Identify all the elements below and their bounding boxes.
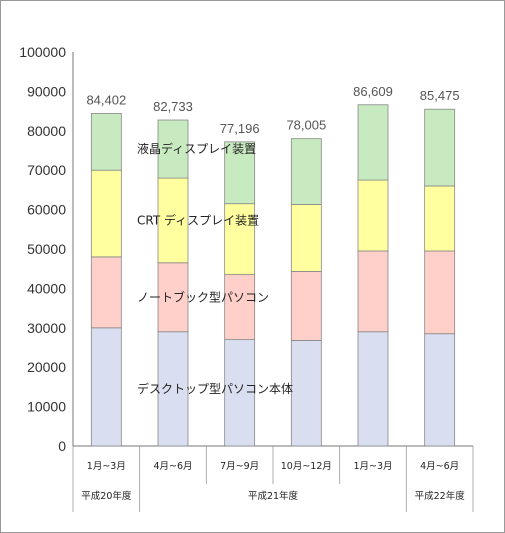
bar-segment [90,169,122,258]
bar-segment [90,256,122,329]
category-label: 7月~9月 [220,461,259,472]
category-label: 4月~6月 [420,461,459,472]
y-tick-label: 100000 [19,44,66,60]
y-tick-label: 30000 [27,320,66,336]
bar-segment [290,138,322,205]
y-tick-label: 50000 [27,241,66,257]
bar-segment [90,113,122,171]
category-label: 4月~6月 [153,461,192,472]
total-label: 86,609 [353,84,393,99]
bar-segment [157,262,189,333]
period-label: 平成22年度 [415,490,466,502]
bar-segment [157,119,189,179]
total-label: 85,475 [420,88,460,103]
bar-segment [224,203,256,276]
bar-segment [290,271,322,341]
series-label: ノートブック型パソコン [137,289,269,304]
y-tick-label: 20000 [27,359,66,375]
bar-segment [424,333,456,447]
y-tick-label: 60000 [27,202,66,218]
bar-segment [224,274,256,341]
y-tick-label: 10000 [27,399,66,415]
category-label: 10月~12月 [281,461,332,472]
bar-segment [357,104,389,181]
bar-segment [224,141,256,205]
bar-segment [424,108,456,187]
period-label: 平成21年度 [248,490,299,502]
y-tick-label: 90000 [27,83,66,99]
bar-segment [357,331,389,447]
series-label: デスクトップ型パソコン本体 [137,381,293,396]
y-tick-label: 80000 [27,123,66,139]
bar-segment [290,204,322,272]
bar-segment [424,185,456,252]
bar-segment [290,340,322,447]
bar-segment [90,327,122,447]
y-tick-label: 40000 [27,280,66,296]
total-label: 77,196 [220,121,260,136]
bar-segment [224,339,256,447]
total-label: 78,005 [286,118,326,133]
bar-segment [357,250,389,333]
period-label: 平成20年度 [81,490,132,502]
total-label: 84,402 [86,92,126,107]
bar-segment [357,179,389,252]
series-label: CRT ディスプレイ装置 [137,212,259,227]
category-label: 1月~3月 [87,461,126,472]
series-label: 液晶ディスプレイ装置 [137,141,256,156]
y-tick-label: 70000 [27,162,66,178]
bar-segment [157,177,189,264]
total-label: 82,733 [153,99,193,114]
category-label: 1月~3月 [353,461,392,472]
bar-segment [424,250,456,335]
y-tick-label: 0 [58,438,66,454]
